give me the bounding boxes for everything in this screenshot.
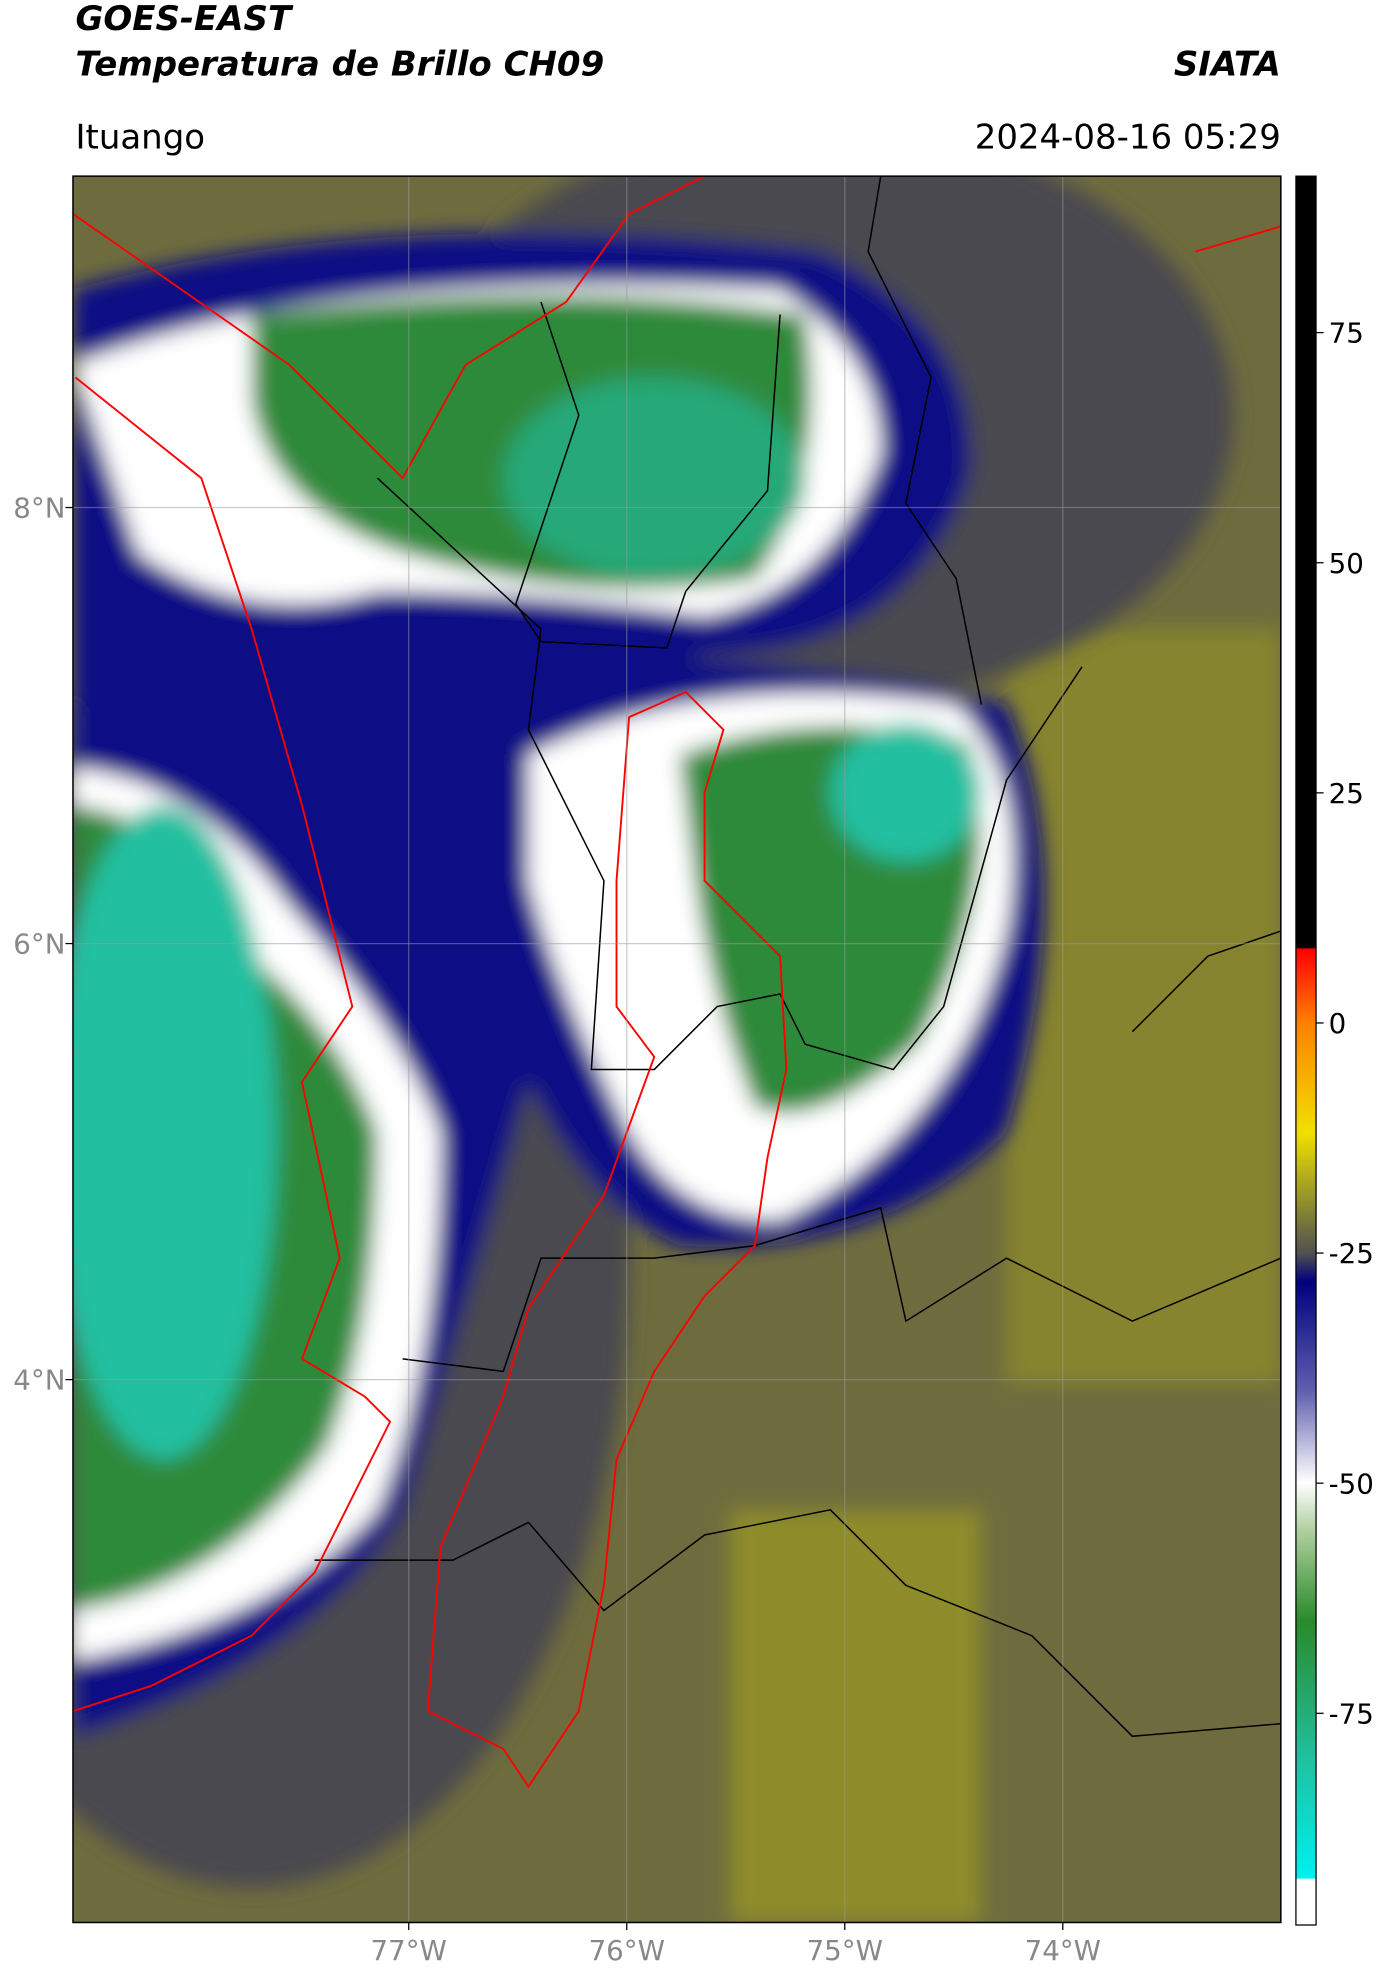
y-tick-label: 4°N (13, 1364, 65, 1397)
colorbar-tick-label: 25 (1329, 777, 1364, 810)
source: SIATA (1174, 44, 1281, 84)
datetime: 2024-08-16 05:29 (975, 117, 1281, 157)
colorbar-tick-label: -25 (1329, 1237, 1374, 1270)
map-image (72, 176, 1281, 1923)
grid (72, 176, 1281, 1923)
x-tick-label: 75°W (807, 1934, 883, 1967)
y-tick-label: 6°N (13, 928, 65, 961)
colorbar-tick-label: -50 (1329, 1467, 1374, 1500)
y-tick-label: 8°N (13, 492, 65, 525)
colorbar-tick-label: 0 (1329, 1007, 1347, 1040)
colorbar (1295, 175, 1317, 1926)
colorbar-tick-label: 50 (1329, 547, 1364, 580)
map-frame (72, 175, 1282, 1924)
subtitle: Temperatura de Brillo CH09 (75, 44, 604, 84)
x-tick-label: 74°W (1025, 1934, 1101, 1967)
colorbar-tick-label: 75 (1329, 317, 1364, 350)
title: GOES-EAST (75, 0, 293, 39)
colorbar-tick-label: -75 (1329, 1697, 1374, 1730)
location: Ituango (75, 117, 205, 157)
x-tick-label: 77°W (371, 1934, 447, 1967)
x-tick-label: 76°W (589, 1934, 665, 1967)
